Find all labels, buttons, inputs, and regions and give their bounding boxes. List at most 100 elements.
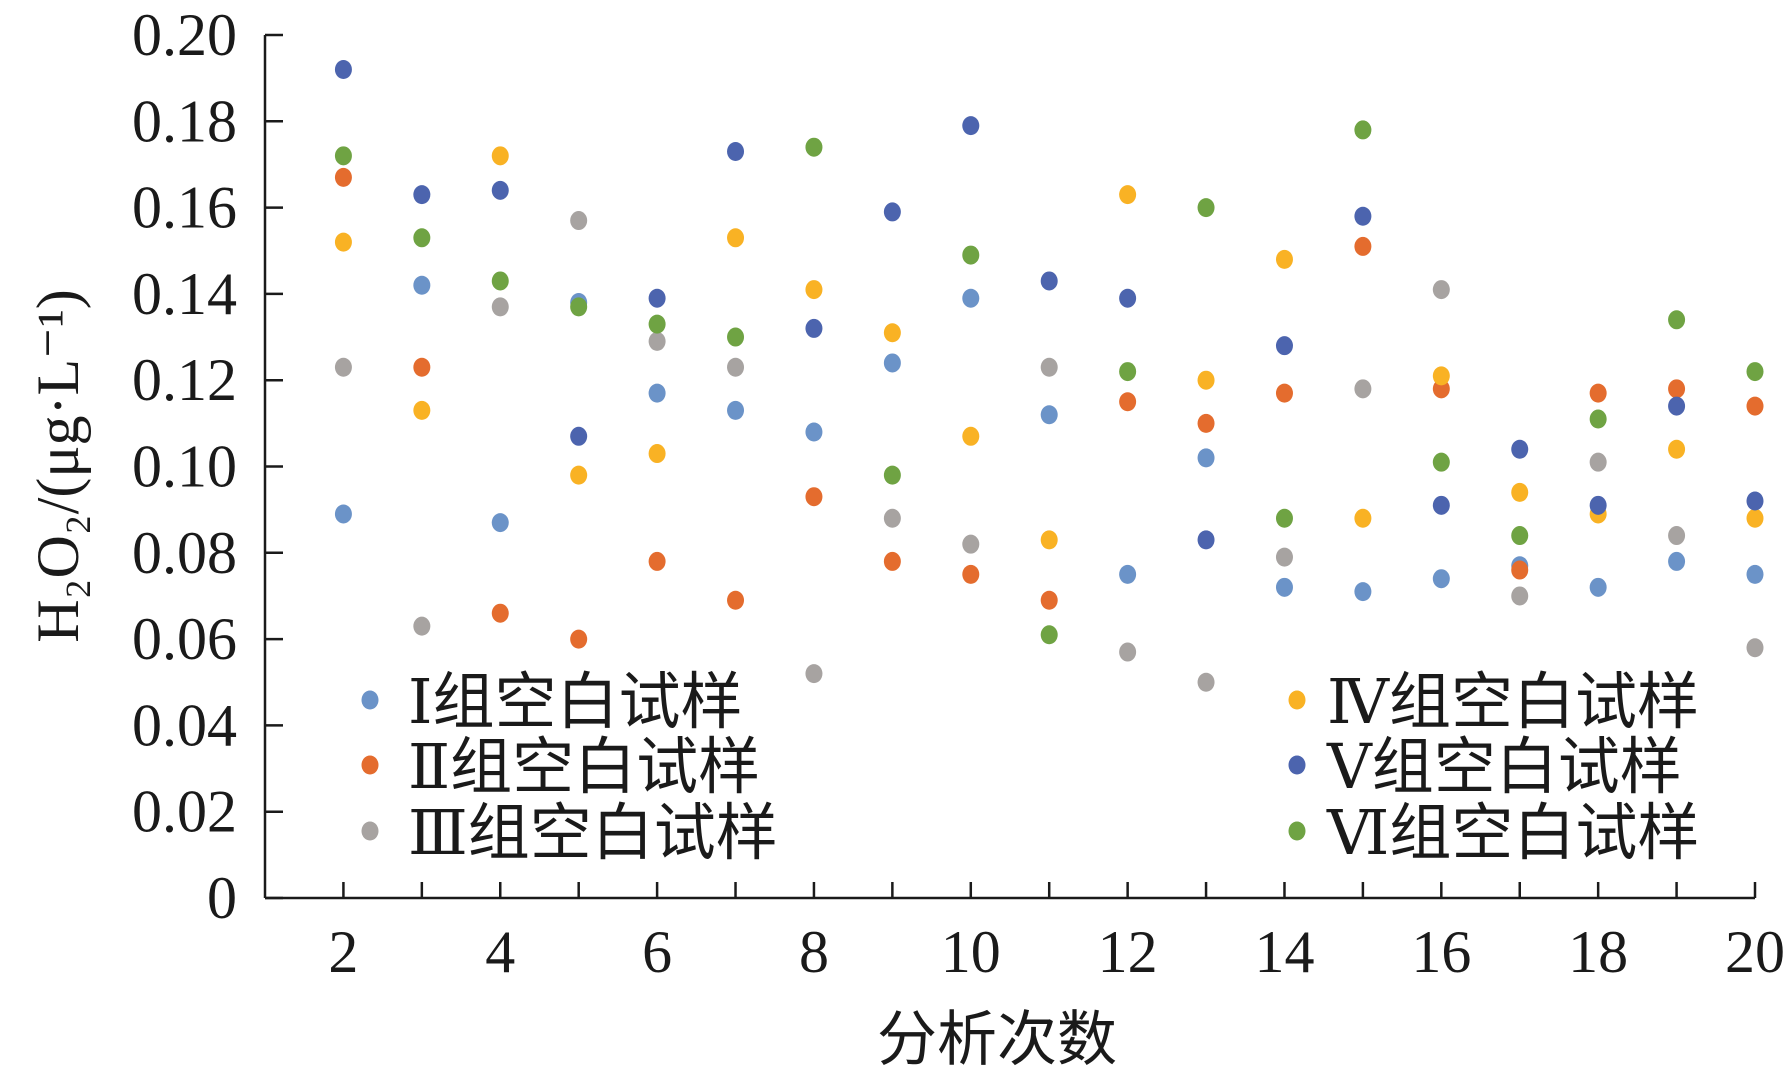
data-point	[1511, 526, 1529, 546]
data-point	[413, 616, 431, 636]
series-5	[334, 60, 1764, 550]
y-tick-label: 0	[207, 865, 237, 931]
y-tick-label: 0.20	[132, 2, 237, 68]
data-point	[334, 357, 352, 377]
data-point	[1119, 288, 1137, 308]
legend-label: Ⅳ组空白试样	[1327, 669, 1699, 737]
data-point	[1668, 310, 1686, 330]
data-point	[334, 232, 352, 252]
data-point	[1354, 206, 1372, 226]
y-tick-label: 0.06	[132, 606, 237, 672]
data-point	[1432, 280, 1450, 300]
data-point	[648, 331, 666, 351]
data-point	[1354, 379, 1372, 399]
data-point	[962, 245, 980, 265]
data-point	[1275, 249, 1293, 269]
data-point	[1511, 482, 1529, 502]
legend-marker	[361, 690, 379, 710]
data-point	[413, 357, 431, 377]
data-point	[1746, 508, 1764, 528]
data-point	[1589, 452, 1607, 472]
data-point	[570, 297, 588, 317]
legend-item: Ⅰ组空白试样	[361, 669, 743, 737]
data-point	[1354, 582, 1372, 602]
data-point	[1040, 530, 1058, 550]
legend-item: Ⅴ组空白试样	[1288, 734, 1682, 802]
data-point	[1589, 383, 1607, 403]
data-point	[1040, 625, 1058, 645]
x-tick-label: 14	[1254, 919, 1314, 985]
legend-marker	[361, 821, 379, 841]
data-point	[1040, 590, 1058, 610]
data-point	[570, 426, 588, 446]
data-point	[727, 400, 745, 420]
data-point	[883, 465, 901, 485]
data-point	[491, 603, 509, 623]
data-point	[491, 271, 509, 291]
data-point	[1197, 530, 1215, 550]
data-point	[805, 137, 823, 157]
data-point	[491, 180, 509, 200]
legend-item: Ⅲ组空白试样	[361, 800, 778, 868]
data-point	[962, 534, 980, 554]
data-point	[1275, 547, 1293, 567]
data-point	[1354, 508, 1372, 528]
data-point	[413, 400, 431, 420]
data-point	[883, 323, 901, 343]
y-tick-label: 0.08	[132, 520, 237, 586]
legend-label: Ⅱ组空白试样	[408, 734, 760, 802]
y-tick-label: 0.04	[132, 692, 237, 758]
data-point	[727, 590, 745, 610]
data-point	[1197, 198, 1215, 218]
data-point	[962, 564, 980, 584]
data-point	[1119, 185, 1137, 205]
x-tick-label: 10	[941, 919, 1001, 985]
series-3	[334, 211, 1764, 692]
legend-label: Ⅰ组空白试样	[408, 669, 743, 737]
data-point	[1119, 362, 1137, 382]
data-point	[1197, 672, 1215, 692]
series-6	[334, 120, 1764, 645]
x-tick-label: 6	[642, 919, 672, 985]
data-point	[883, 508, 901, 528]
data-point	[1432, 569, 1450, 589]
data-point	[1668, 439, 1686, 459]
data-point	[1668, 379, 1686, 399]
x-tick-label: 8	[799, 919, 829, 985]
data-point	[1746, 491, 1764, 511]
tick-labels: 0 0.02 0.04 0.06 0.08 0.10 0.12 0.14 0.16 0.18 0.2…	[132, 2, 1785, 985]
legend-label: Ⅴ组空白试样	[1326, 734, 1682, 802]
data-point	[1275, 577, 1293, 597]
legend-marker	[1288, 821, 1306, 841]
data-point	[1275, 336, 1293, 356]
legend-item: Ⅳ组空白试样	[1288, 669, 1699, 737]
data-point	[648, 288, 666, 308]
data-point	[1432, 366, 1450, 386]
data-point	[1746, 396, 1764, 416]
y-tick-label: 0.16	[132, 175, 237, 241]
data-point	[805, 664, 823, 684]
y-tick-label: 0.12	[132, 347, 237, 413]
data-point	[1197, 413, 1215, 433]
x-tick-label: 2	[328, 919, 358, 985]
data-point	[727, 142, 745, 162]
data-points	[334, 60, 1764, 692]
data-point	[1668, 551, 1686, 571]
data-point	[883, 202, 901, 222]
data-point	[648, 551, 666, 571]
data-point	[1354, 120, 1372, 140]
data-point	[491, 513, 509, 533]
data-point	[570, 629, 588, 649]
x-tick-label: 18	[1568, 919, 1628, 985]
data-point	[1668, 396, 1686, 416]
data-point	[1197, 370, 1215, 390]
data-point	[1354, 236, 1372, 256]
data-point	[1197, 448, 1215, 468]
data-point	[334, 504, 352, 524]
data-point	[727, 327, 745, 347]
data-point	[1511, 439, 1529, 459]
data-point	[570, 465, 588, 485]
data-point	[805, 280, 823, 300]
legend-label: Ⅵ组空白试样	[1326, 800, 1699, 868]
